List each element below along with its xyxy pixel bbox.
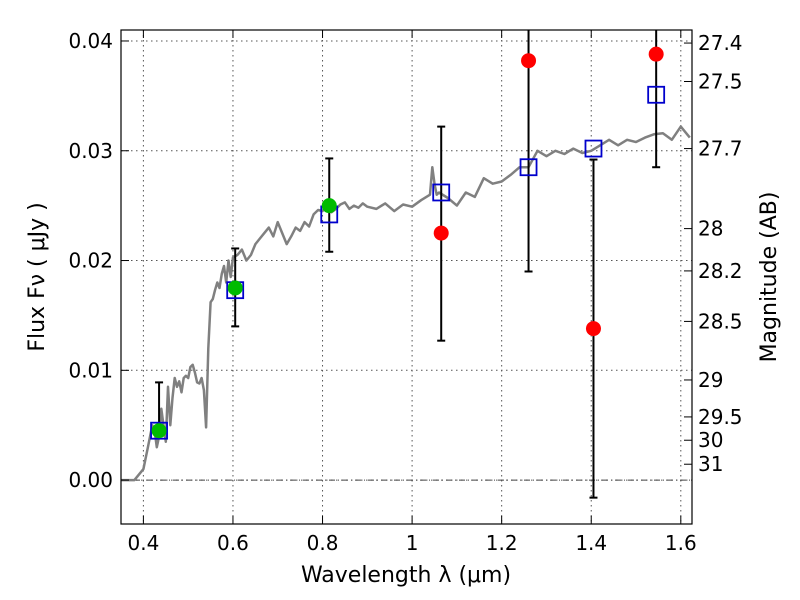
- y-tick-label: 0.03: [68, 139, 113, 163]
- grid-lines: [121, 30, 692, 524]
- model-square-point: [584, 139, 603, 158]
- mag-tick-label: 31: [698, 452, 723, 476]
- x-tick-label: 1.2: [486, 531, 518, 555]
- mag-tick-label: 29.5: [698, 405, 743, 429]
- detection-point: [227, 280, 243, 296]
- y-tick-label: 0.00: [68, 468, 113, 492]
- x-tick-label: 1.4: [575, 531, 607, 555]
- mag-tick-label: 29: [698, 368, 723, 392]
- y-axis-right-label: Magnitude (AB): [757, 192, 782, 363]
- x-tick-label: 0.6: [217, 531, 249, 555]
- x-tick-label: 0.8: [307, 531, 339, 555]
- nondetection-point: [433, 225, 449, 241]
- y-tick-label: 0.02: [68, 249, 113, 273]
- detection-point: [151, 423, 167, 439]
- mag-tick-label: 28: [698, 217, 723, 241]
- template-sed-line: [121, 125, 691, 482]
- mag-tick-label: 27.5: [698, 70, 743, 94]
- model-square-point: [647, 85, 666, 104]
- model-square-point: [150, 421, 168, 440]
- data-layer: [121, 30, 691, 499]
- x-tick-label: 0.4: [127, 531, 159, 555]
- mag-tick-label: 27.7: [698, 137, 743, 161]
- mag-tick-label: 27.4: [698, 31, 743, 55]
- x-tick-label: 1: [406, 531, 419, 555]
- y-tick-label: 0.01: [68, 358, 113, 382]
- model-square-point: [519, 158, 538, 177]
- y-axis-label: Flux Fν ( μJy ): [25, 202, 50, 351]
- x-axis-label: Wavelength λ (μm): [301, 563, 511, 588]
- detection-point: [321, 198, 337, 214]
- axis-ticks: 0.4 0.6 0.8 1 1.2 1.4 1.6 0.00 0.01 0.02 0.03 0.04 2…: [68, 29, 742, 555]
- nondetection-point: [648, 46, 664, 62]
- nondetection-point: [585, 321, 601, 337]
- model-square-point: [432, 183, 451, 202]
- x-tick-label: 1.6: [665, 531, 697, 555]
- nondetection-point: [521, 53, 537, 69]
- mag-tick-label: 30: [698, 428, 723, 452]
- plot-frame: [120, 29, 693, 525]
- mag-tick-label: 28.2: [698, 259, 743, 283]
- y-tick-label: 0.04: [68, 29, 113, 53]
- mag-tick-label: 28.5: [698, 309, 743, 333]
